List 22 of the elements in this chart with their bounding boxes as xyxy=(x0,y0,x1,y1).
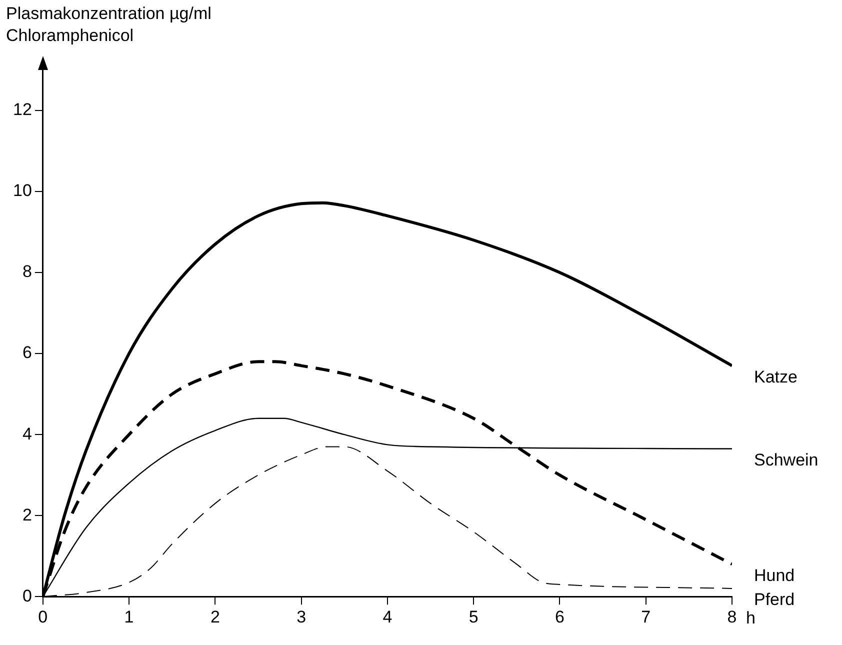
series-label: Katze xyxy=(754,367,798,386)
y-tick-label: 12 xyxy=(12,100,32,120)
x-tick-label: 3 xyxy=(296,607,306,626)
x-tick-label: 7 xyxy=(641,607,651,626)
x-tick-label: 5 xyxy=(468,607,478,626)
y-tick-label: 4 xyxy=(22,424,32,444)
y-tick-label: 8 xyxy=(22,262,32,282)
series-label: Schwein xyxy=(754,450,818,470)
y-tick-label: 6 xyxy=(22,343,32,362)
y-tick-label: 2 xyxy=(22,505,32,524)
x-tick-label: 4 xyxy=(382,607,392,626)
x-axis-title: h xyxy=(746,608,756,628)
y-tick-label: 10 xyxy=(12,181,32,200)
x-tick-label: 2 xyxy=(210,607,220,626)
x-tick-label: 6 xyxy=(554,607,564,626)
y-tick-label: 0 xyxy=(22,586,32,606)
x-tick-label: 8 xyxy=(727,607,737,626)
series-label: Pferd xyxy=(754,590,795,610)
series-label: Hund xyxy=(754,566,795,585)
y-axis-title: Plasmakonzentration µg/ml Chloramphenicol xyxy=(6,4,212,46)
x-tick-label: 0 xyxy=(38,607,48,626)
x-tick-label: 1 xyxy=(124,607,134,626)
